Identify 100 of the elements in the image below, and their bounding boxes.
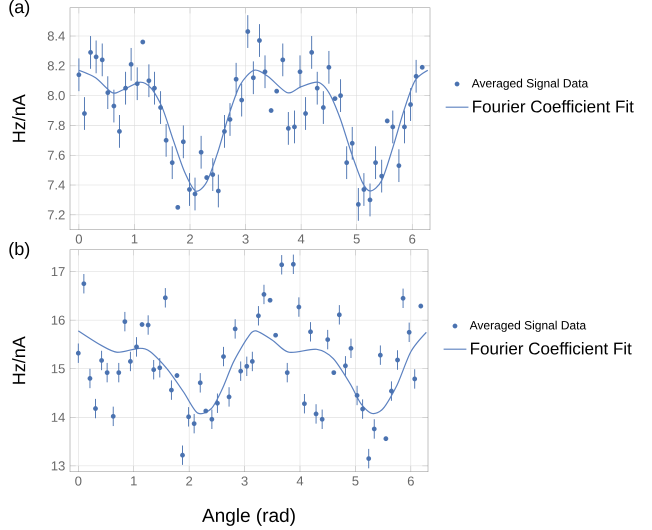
point [82,110,87,116]
point [234,76,239,82]
point [290,262,296,267]
point [186,414,191,420]
point [274,88,280,94]
y-tick-label: 13 [52,461,65,470]
point [356,202,361,207]
point [198,380,203,386]
x-tick-label: 3 [242,234,249,244]
point [325,337,330,342]
point [350,140,355,146]
point [146,322,151,328]
point [174,372,180,378]
point [94,54,99,60]
point [320,416,325,422]
x-tick-label: 5 [354,234,360,244]
point [180,452,185,458]
chart-title: (a) [9,0,30,17]
point [284,370,290,375]
point [332,96,338,101]
point [402,124,407,130]
point [309,50,314,55]
point [420,64,425,70]
x-tick-label: 4 [298,234,304,244]
point [361,186,366,192]
point [162,295,168,300]
point [88,376,92,381]
x-tick-label: 1 [132,234,138,244]
y-tick-label: 8.2 [48,61,65,70]
point [343,363,348,368]
x-tick-label: 6 [409,234,416,244]
point [204,175,210,180]
legend-label: Fourier Coefficient Fit [473,100,634,112]
point [152,86,157,90]
point [151,367,156,372]
point [158,105,163,110]
y-tick-label: 7.6 [48,150,65,160]
point [244,364,250,369]
point [395,357,400,362]
y-tick-label: 7.8 [48,120,65,130]
x-tick-label: 4 [296,476,304,486]
x-tick-label: 5 [352,476,358,486]
point [228,116,232,122]
point [384,118,390,124]
point [379,174,384,178]
point [383,436,388,441]
point [396,163,402,168]
point [140,39,146,44]
y-tick-label: 17 [52,266,65,276]
point [250,358,255,364]
point [239,98,244,102]
point [302,401,307,406]
y-axis-title: Hz/nA [12,336,26,384]
point [209,416,214,422]
point [81,281,86,286]
point [192,191,198,196]
point [116,370,122,375]
point [134,81,140,86]
point [105,90,110,95]
point [170,160,175,165]
point [123,86,128,90]
point [296,304,302,310]
y-tick-label: 8.4 [48,31,65,40]
point [314,86,320,90]
x-tick-label: 1 [131,476,137,486]
point [348,346,354,351]
y-tick-label: 7.2 [48,210,65,220]
point [117,128,122,134]
y-tick-label: 8.0 [48,90,65,100]
x-tick-label: 0 [75,476,82,486]
point [76,72,82,78]
point [414,74,419,79]
point [215,400,220,406]
point [406,330,412,335]
point [256,313,261,318]
chart-title: (b) [9,242,30,259]
point [198,150,204,155]
point [378,352,383,358]
point [326,64,332,70]
point [338,93,343,98]
point [390,124,396,130]
point [368,197,372,202]
point [226,394,232,400]
point [360,406,366,412]
x-tick-label: 2 [187,234,193,244]
point [128,358,133,364]
point [308,329,313,334]
point [262,292,266,297]
point [232,326,238,332]
line-series [78,330,427,414]
point [210,172,216,177]
point [192,421,197,426]
point [331,370,336,375]
legend-label: Averaged Signal Data [470,320,586,332]
legend-label: Fourier Coefficient Fit [471,342,632,354]
point [221,354,226,359]
point [314,411,318,416]
point [110,414,116,419]
point [400,296,406,301]
point [175,204,180,210]
